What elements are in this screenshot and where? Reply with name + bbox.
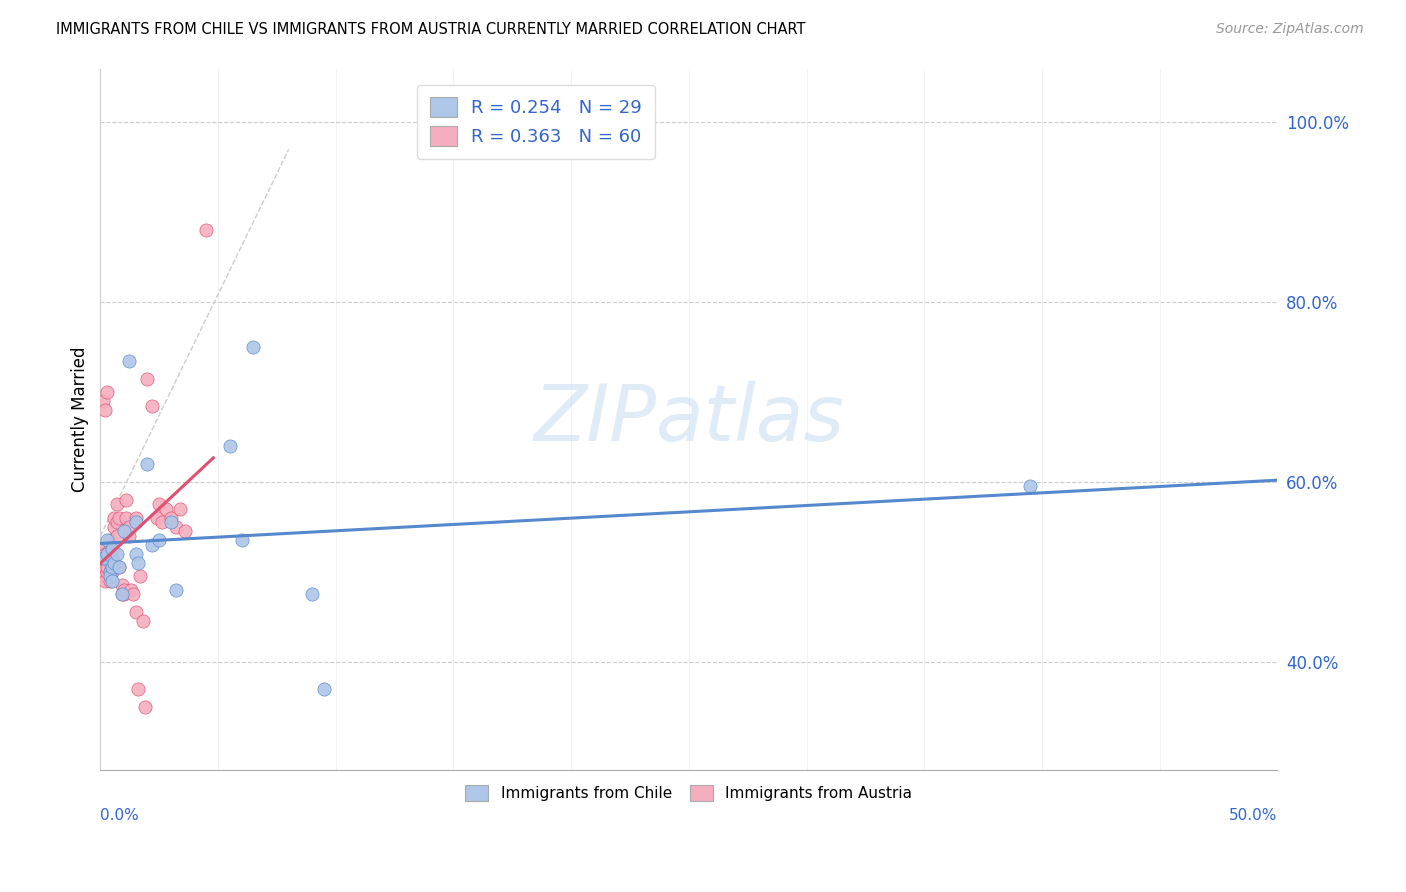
Point <box>101 565 124 579</box>
Point <box>96 565 118 579</box>
Point <box>98 565 121 579</box>
Point <box>96 533 118 548</box>
Point <box>94 574 117 588</box>
Point <box>108 560 131 574</box>
Point <box>96 551 118 566</box>
Point <box>146 511 169 525</box>
Point <box>98 533 121 548</box>
Point <box>1019 479 1042 493</box>
Point <box>150 516 173 530</box>
Point <box>122 587 145 601</box>
Point <box>96 551 118 566</box>
Text: Source: ZipAtlas.com: Source: ZipAtlas.com <box>1216 22 1364 37</box>
Point <box>155 502 177 516</box>
Point <box>148 533 170 548</box>
Point <box>132 615 155 629</box>
Point <box>218 439 240 453</box>
Point <box>124 547 146 561</box>
Text: ZIPatlas: ZIPatlas <box>533 381 845 457</box>
Point <box>91 542 114 557</box>
Point <box>91 551 114 566</box>
Point <box>148 498 170 512</box>
Point <box>96 385 118 400</box>
Point <box>160 516 183 530</box>
Point <box>103 556 125 570</box>
Point <box>98 574 121 588</box>
Point <box>136 457 159 471</box>
Text: 50.0%: 50.0% <box>1229 808 1278 823</box>
Point <box>94 569 117 583</box>
Point <box>110 578 132 592</box>
Point <box>242 340 264 354</box>
Point <box>134 699 156 714</box>
Point <box>101 574 124 588</box>
Point <box>91 547 114 561</box>
Point <box>105 529 128 543</box>
Point <box>94 565 117 579</box>
Point <box>96 556 118 570</box>
Point <box>141 538 163 552</box>
Point <box>105 516 128 530</box>
Point <box>94 551 117 566</box>
Point <box>120 582 142 597</box>
Point <box>110 587 132 601</box>
Legend: Immigrants from Chile, Immigrants from Austria: Immigrants from Chile, Immigrants from A… <box>460 780 918 807</box>
Point <box>124 511 146 525</box>
Point <box>124 605 146 619</box>
Point <box>103 511 125 525</box>
Point <box>98 542 121 557</box>
Point <box>112 524 135 539</box>
Point <box>195 223 218 237</box>
Point <box>101 560 124 574</box>
Point <box>91 394 114 409</box>
Point <box>94 403 117 417</box>
Point <box>124 516 146 530</box>
Point <box>108 511 131 525</box>
Point <box>174 524 197 539</box>
Point <box>101 551 124 566</box>
Point <box>169 502 191 516</box>
Text: IMMIGRANTS FROM CHILE VS IMMIGRANTS FROM AUSTRIA CURRENTLY MARRIED CORRELATION C: IMMIGRANTS FROM CHILE VS IMMIGRANTS FROM… <box>56 22 806 37</box>
Point <box>108 560 131 574</box>
Point <box>160 511 183 525</box>
Y-axis label: Currently Married: Currently Married <box>72 346 89 491</box>
Point <box>94 551 117 566</box>
Point <box>91 560 114 574</box>
Point <box>105 547 128 561</box>
Point <box>127 681 149 696</box>
Point <box>127 556 149 570</box>
Point <box>105 498 128 512</box>
Point <box>141 399 163 413</box>
Point <box>94 560 117 574</box>
Point <box>103 520 125 534</box>
Point <box>165 520 187 534</box>
Point <box>231 533 253 548</box>
Point <box>312 681 335 696</box>
Point <box>112 587 135 601</box>
Point <box>94 547 117 561</box>
Point <box>101 542 124 557</box>
Point <box>112 582 135 597</box>
Point <box>117 520 139 534</box>
Text: 0.0%: 0.0% <box>100 808 139 823</box>
Point <box>98 565 121 579</box>
Point <box>110 587 132 601</box>
Point <box>91 551 114 566</box>
Point <box>117 353 139 368</box>
Point <box>101 560 124 574</box>
Point <box>136 371 159 385</box>
Point <box>96 560 118 574</box>
Point <box>115 511 138 525</box>
Point <box>96 547 118 561</box>
Point <box>129 569 152 583</box>
Point <box>301 587 323 601</box>
Point <box>117 529 139 543</box>
Point <box>165 582 187 597</box>
Point <box>98 569 121 583</box>
Point <box>115 492 138 507</box>
Point <box>91 565 114 579</box>
